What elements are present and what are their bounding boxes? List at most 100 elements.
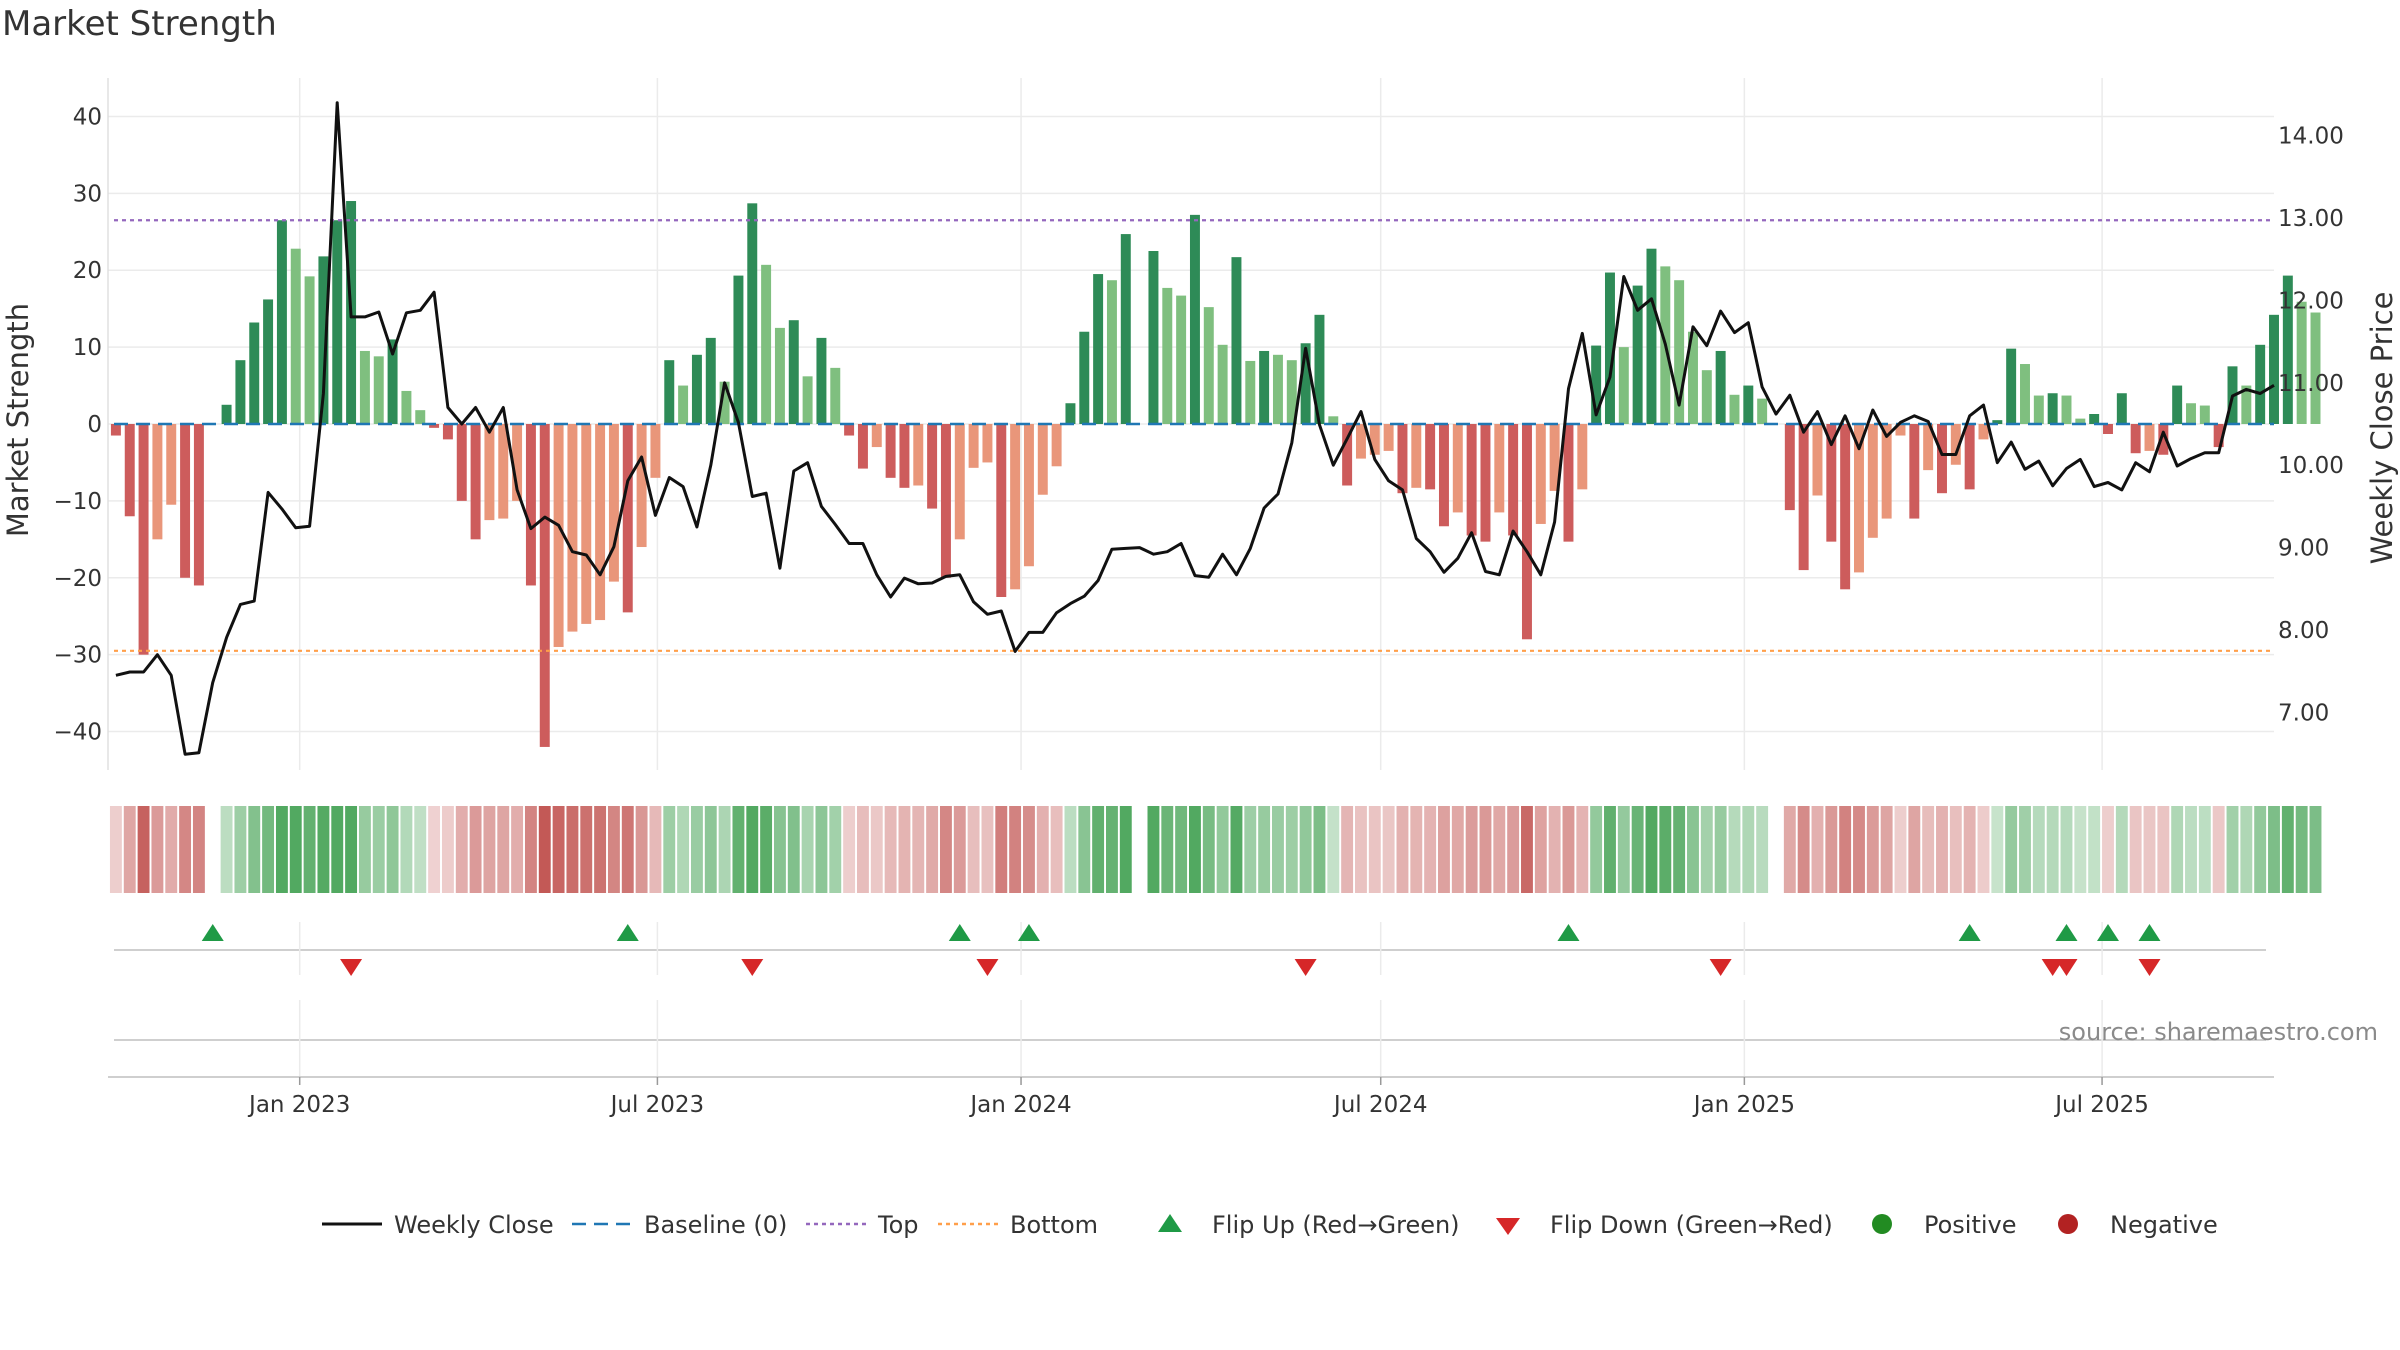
regime-cell	[1147, 806, 1160, 893]
strength-bar	[2255, 344, 2266, 424]
strength-bar	[927, 424, 938, 509]
y-right-tick-label: 14.00	[2278, 124, 2344, 150]
strength-bar	[166, 424, 177, 505]
regime-cell	[469, 806, 482, 893]
regime-cell	[2268, 806, 2280, 893]
strength-bar	[180, 424, 191, 578]
legend-swatch-flip-up	[1158, 1214, 1182, 1232]
source-label: source: sharemaestro.com	[2059, 1018, 2378, 1046]
strength-bar	[1328, 416, 1339, 424]
regime-cell	[995, 806, 1008, 893]
strength-bar	[1826, 424, 1837, 542]
regime-cell	[137, 806, 150, 893]
legend-label: Bottom	[1010, 1211, 1098, 1239]
strength-bar	[1743, 385, 1754, 424]
strength-bar	[290, 248, 301, 424]
strength-bar	[124, 424, 135, 517]
regime-cell	[1604, 806, 1616, 893]
strength-bar	[719, 381, 730, 424]
strength-bar	[2020, 364, 2030, 424]
y-axis-right: 14.00 13.00 12.00 11.00 10.00 9.00 8.00 7.00	[2278, 124, 2344, 727]
regime-cell	[580, 806, 593, 893]
strength-bar	[1452, 424, 1463, 513]
legend-label: Weekly Close	[394, 1211, 554, 1239]
regime-cell	[1092, 806, 1105, 893]
strength-bar	[539, 424, 550, 747]
strength-bar	[1466, 424, 1477, 536]
regime-cell	[1991, 806, 2004, 893]
regime-cell	[538, 806, 551, 893]
strength-bar	[429, 424, 440, 428]
y-axis-right-title: Weekly Close Price	[2365, 292, 2399, 565]
legend-label: Negative	[2110, 1211, 2218, 1239]
regime-cell	[884, 806, 897, 893]
regime-cell	[787, 806, 800, 893]
strength-bar	[1798, 424, 1809, 571]
flip-up-marker	[2096, 924, 2119, 941]
regime-cell	[856, 806, 869, 893]
regime-cell	[289, 806, 302, 893]
strength-bar	[1895, 424, 1906, 436]
regime-cell	[1977, 806, 1990, 893]
regime-cell	[497, 806, 510, 893]
strength-bar	[1521, 424, 1532, 640]
flip-up-marker	[2138, 924, 2161, 941]
regime-cell	[2143, 806, 2156, 893]
regime-cell	[455, 806, 468, 893]
legend-label: Baseline (0)	[644, 1211, 787, 1239]
regime-cell	[524, 806, 537, 893]
regime-cell	[1119, 806, 1132, 893]
strength-bar	[1563, 424, 1574, 542]
strength-bar	[2103, 424, 2113, 434]
regime-cell	[1825, 806, 1838, 893]
strength-bar	[1549, 424, 1560, 491]
regime-cell	[372, 806, 385, 893]
strength-bar	[332, 220, 343, 424]
regime-cell	[1507, 806, 1520, 893]
strength-bar	[498, 424, 509, 519]
strength-bar	[304, 276, 315, 424]
regime-cell	[718, 806, 731, 893]
strength-bar	[567, 424, 578, 632]
regime-cell	[953, 806, 966, 893]
strength-bar	[276, 220, 287, 424]
strength-bar	[857, 424, 868, 469]
regime-cell	[345, 806, 358, 893]
x-tick-label: Jul 2024	[1332, 1092, 1428, 1118]
regime-cell	[2032, 806, 2045, 893]
regime-cell	[829, 806, 842, 893]
regime-cell	[1368, 806, 1381, 893]
flip-up-marker	[948, 924, 971, 941]
regime-cell	[1036, 806, 1049, 893]
strength-bar	[595, 424, 606, 621]
strength-bar	[899, 424, 910, 488]
regime-cell	[1258, 806, 1271, 893]
legend-label: Top	[877, 1211, 919, 1239]
strength-bar	[1189, 214, 1200, 424]
strength-bar	[1757, 398, 1768, 424]
strength-bar	[1176, 295, 1187, 424]
y-left-tick-label: 10	[73, 335, 102, 361]
regime-cell	[2240, 806, 2253, 893]
regime-cell	[2254, 806, 2267, 893]
regime-cell	[981, 806, 994, 893]
y-left-tick-label: 30	[73, 181, 102, 207]
regime-cell	[358, 806, 371, 893]
strength-bar	[1618, 347, 1629, 424]
regime-cell	[1022, 806, 1035, 893]
strength-bar	[2269, 314, 2279, 424]
regime-cell	[1050, 806, 1063, 893]
strength-bar	[235, 360, 246, 424]
strength-bar	[1231, 257, 1242, 424]
regime-cell	[1853, 806, 1865, 893]
legend-swatch-dot	[2058, 1214, 2078, 1234]
y-right-tick-label: 11.00	[2278, 371, 2344, 397]
regime-cell	[1382, 806, 1395, 893]
regime-cell	[2074, 806, 2087, 893]
y-right-tick-label: 12.00	[2278, 288, 2344, 314]
weekly-close-path	[115, 101, 2275, 756]
regime-cell	[870, 806, 883, 893]
regime-strip	[109, 806, 2322, 893]
x-tick-label: Jan 2023	[247, 1092, 350, 1118]
